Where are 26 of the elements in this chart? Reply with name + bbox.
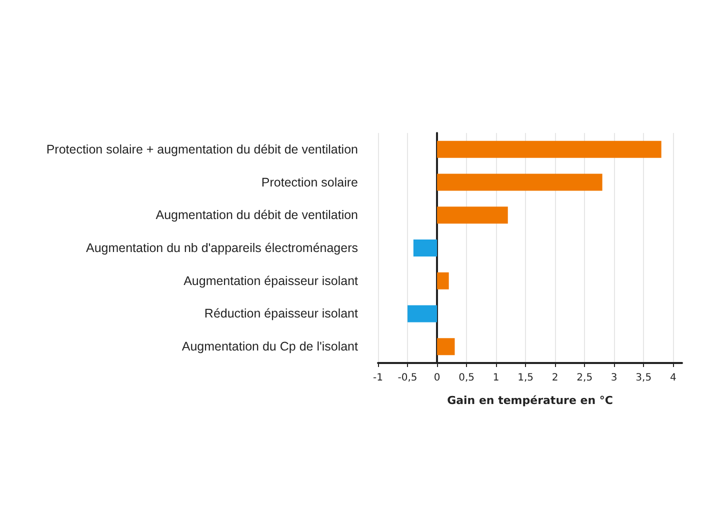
y-tick-label: Protection solaire + augmentation du débit de ventilation	[46, 142, 358, 156]
x-tick-label: 4	[670, 372, 676, 384]
bar	[437, 206, 508, 224]
x-tick-label: -1	[373, 372, 383, 384]
x-tick-label: 0,5	[458, 372, 474, 384]
x-tick-label: 2	[552, 372, 558, 384]
bar	[408, 305, 438, 322]
bar	[413, 240, 438, 256]
bar	[437, 338, 455, 356]
x-tick-label: -0,5	[398, 372, 418, 384]
x-tick-label: 2,5	[576, 372, 593, 384]
y-tick-label: Augmentation du Cp de l'isolant	[182, 340, 359, 354]
x-tick-label: 3	[610, 372, 618, 384]
y-tick-label: Protection solaire	[261, 175, 358, 190]
y-tick-label: Augmentation épaisseur isolant	[184, 274, 359, 288]
bar	[437, 140, 662, 158]
x-tick-label: 3,5	[636, 372, 652, 384]
bar	[437, 174, 602, 191]
y-tick-label: Réduction épaisseur isolant	[204, 306, 359, 321]
x-tick-label: 1,5	[518, 372, 534, 384]
y-tick-label: Augmentation du nb d'appareils électroménagers	[86, 241, 358, 255]
x-axis-title: Gain en température en °C	[447, 394, 613, 407]
bar	[437, 272, 449, 290]
x-tick-label: 1	[492, 372, 500, 384]
y-tick-label: Augmentation du débit de ventilation	[156, 208, 358, 222]
x-tick-label: 0	[434, 372, 440, 384]
